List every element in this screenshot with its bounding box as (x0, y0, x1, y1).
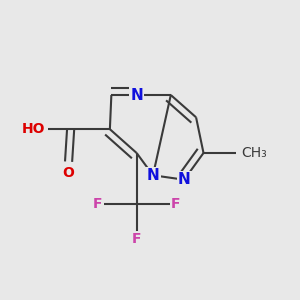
Text: F: F (132, 232, 141, 246)
Text: O: O (63, 166, 74, 180)
Text: HO: HO (22, 122, 45, 136)
Text: F: F (93, 196, 102, 211)
Text: N: N (147, 168, 159, 183)
Text: F: F (171, 196, 180, 211)
Text: CH₃: CH₃ (242, 146, 267, 160)
Text: N: N (130, 88, 143, 103)
Text: N: N (178, 172, 190, 187)
